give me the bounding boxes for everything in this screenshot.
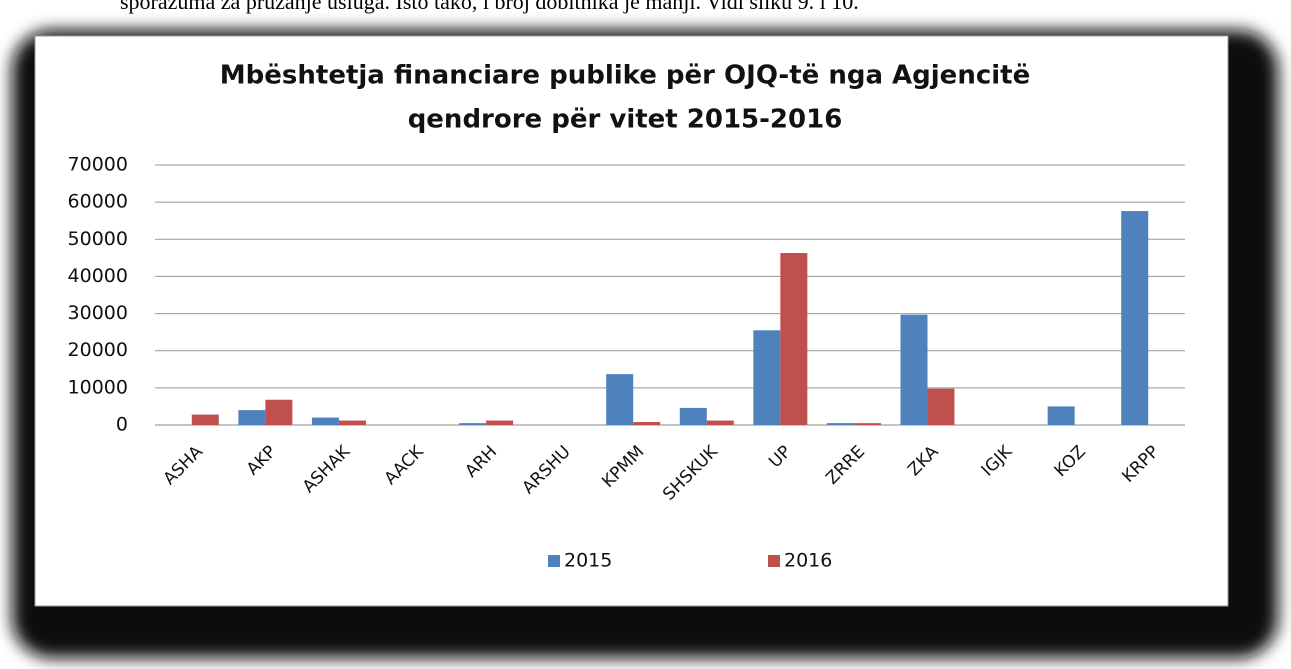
bar [927, 388, 955, 425]
bar [238, 410, 266, 425]
document-text: sporazuma za pružanje usluga. Isto tako,… [120, 0, 859, 14]
bar [853, 423, 881, 425]
bar [486, 420, 514, 425]
legend-swatch [548, 555, 560, 567]
bar [459, 423, 487, 425]
y-tick-label: 60000 [68, 191, 128, 213]
legend-label: 2016 [784, 550, 832, 572]
y-tick-label: 0 [116, 414, 128, 436]
bar [606, 374, 634, 425]
bar [311, 417, 339, 425]
bar [679, 407, 707, 425]
y-tick-label: 50000 [68, 228, 128, 250]
bar [753, 330, 781, 425]
chart-title: Mbështetja financiare publike për OJQ-të… [220, 61, 1030, 91]
y-tick-label: 70000 [68, 154, 128, 176]
bar [706, 420, 734, 425]
bar [191, 414, 219, 425]
bar [826, 423, 854, 425]
bar [1047, 406, 1075, 425]
chart-title: qendrore për vitet 2015-2016 [408, 105, 843, 135]
bar [265, 399, 293, 425]
bar [1121, 211, 1149, 425]
y-tick-label: 10000 [68, 376, 128, 398]
chart-area [34, 35, 1229, 607]
legend-label: 2015 [564, 550, 612, 572]
bar [900, 314, 928, 425]
y-tick-label: 40000 [68, 265, 128, 287]
y-tick-label: 30000 [68, 302, 128, 324]
bar [780, 253, 808, 425]
y-tick-label: 20000 [68, 339, 128, 361]
bar [633, 422, 661, 425]
bar [338, 420, 366, 425]
legend-swatch [768, 555, 780, 567]
